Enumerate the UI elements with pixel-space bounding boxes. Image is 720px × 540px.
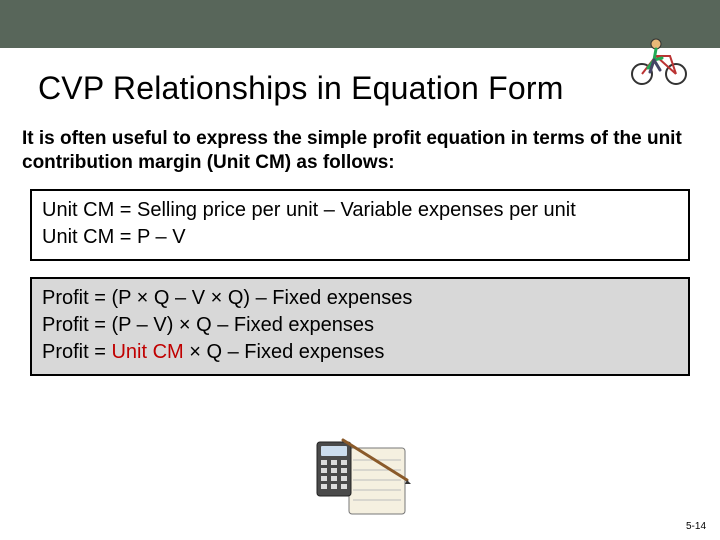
slide-title: CVP Relationships in Equation Form xyxy=(0,48,720,107)
top-bar xyxy=(0,0,720,48)
profit-line-3-prefix: Profit = xyxy=(42,341,111,363)
unit-cm-line-1: Unit CM = Selling price per unit – Varia… xyxy=(42,197,678,224)
profit-line-3-highlight: Unit CM xyxy=(111,341,183,363)
intro-text: It is often useful to express the simple… xyxy=(0,107,720,175)
cyclist-icon xyxy=(626,30,692,86)
profit-equation-box: Profit = (P × Q – V × Q) – Fixed expense… xyxy=(30,277,690,376)
unit-cm-definition-box: Unit CM = Selling price per unit – Varia… xyxy=(30,189,690,261)
unit-cm-line-2: Unit CM = P – V xyxy=(42,224,678,251)
profit-line-3-suffix: × Q – Fixed expenses xyxy=(184,341,385,363)
slide-number: 5-14 xyxy=(686,521,706,532)
profit-line-1: Profit = (P × Q – V × Q) – Fixed expense… xyxy=(42,285,678,312)
calculator-notepad-icon xyxy=(305,434,415,524)
profit-line-3: Profit = Unit CM × Q – Fixed expenses xyxy=(42,339,678,366)
profit-line-2: Profit = (P – V) × Q – Fixed expenses xyxy=(42,312,678,339)
